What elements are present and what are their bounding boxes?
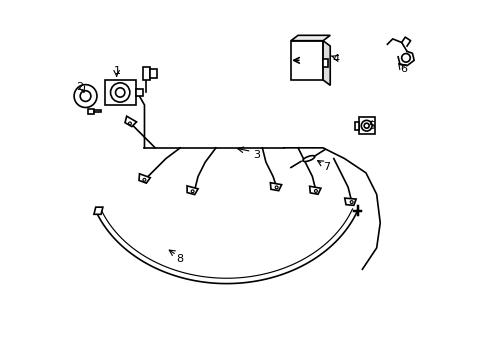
Polygon shape (354, 122, 358, 130)
Polygon shape (149, 69, 157, 78)
Circle shape (110, 83, 130, 102)
Circle shape (361, 120, 371, 131)
Polygon shape (323, 41, 329, 85)
Text: 8: 8 (176, 253, 183, 264)
Polygon shape (142, 67, 149, 80)
Polygon shape (358, 117, 374, 134)
Polygon shape (139, 174, 150, 183)
Text: 4: 4 (331, 54, 339, 64)
Text: 7: 7 (323, 162, 329, 172)
Text: 5: 5 (367, 121, 374, 131)
Polygon shape (94, 207, 102, 214)
Text: 3: 3 (253, 150, 260, 160)
Polygon shape (187, 186, 198, 195)
Polygon shape (125, 116, 136, 127)
Polygon shape (309, 186, 320, 194)
Polygon shape (135, 89, 142, 96)
Text: 1: 1 (114, 66, 121, 76)
Polygon shape (88, 109, 94, 114)
Polygon shape (290, 41, 323, 80)
Polygon shape (105, 80, 135, 105)
Polygon shape (94, 110, 101, 112)
Polygon shape (323, 59, 328, 67)
Polygon shape (270, 183, 281, 191)
Ellipse shape (302, 156, 314, 162)
Text: 6: 6 (399, 64, 406, 74)
Polygon shape (290, 35, 329, 41)
Polygon shape (344, 198, 355, 205)
Text: 2: 2 (76, 82, 83, 92)
